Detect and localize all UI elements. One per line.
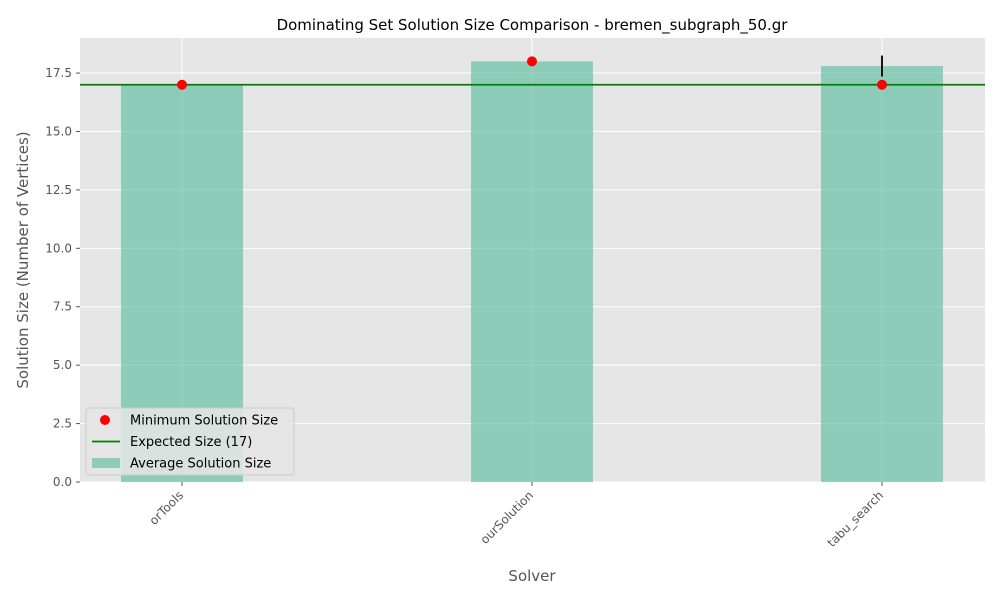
x-tick-label-tabu_search: tabu_search [824, 488, 886, 550]
y-tick-group: 0.0 2.5 5.0 7.5 10.0 12.5 15.0 17.5 [45, 66, 80, 489]
y-tick-label-1: 2.5 [53, 417, 72, 431]
y-tick-label-4: 10.0 [45, 241, 72, 255]
bar-tabu_search [821, 66, 943, 482]
bar-ourSolution [471, 61, 593, 483]
x-tick-label-ourSolution: ourSolution [478, 488, 537, 547]
min-point-orTools [177, 79, 187, 90]
y-tick-label-5: 12.5 [45, 183, 72, 197]
legend-marker-min [100, 415, 110, 425]
y-tick-label-3: 7.5 [53, 300, 72, 314]
legend: Minimum Solution Size Expected Size (17) A… [85, 407, 295, 476]
x-tick-group: orTools ourSolution tabu_search [147, 482, 886, 550]
legend-marker-average [92, 458, 120, 468]
chart-title: Dominating Set Solution Size Comparison … [277, 16, 789, 35]
legend-label-1: Expected Size (17) [130, 435, 252, 450]
minimum-point-group [177, 56, 887, 90]
y-tick-label-0: 0.0 [53, 475, 72, 489]
x-axis-label: Solver [508, 567, 556, 585]
min-point-ourSolution [527, 56, 537, 67]
y-tick-label-7: 17.5 [45, 66, 72, 80]
min-point-tabu_search [877, 79, 887, 90]
legend-box [85, 407, 295, 476]
legend-label-0: Minimum Solution Size [130, 414, 278, 429]
y-tick-label-6: 15.0 [45, 124, 72, 138]
legend-label-2: Average Solution Size [130, 457, 271, 472]
x-tick-label-orTools: orTools [147, 488, 186, 527]
y-axis-label: Solution Size (Number of Vertices) [14, 131, 32, 388]
y-tick-label-2: 5.0 [53, 358, 72, 372]
